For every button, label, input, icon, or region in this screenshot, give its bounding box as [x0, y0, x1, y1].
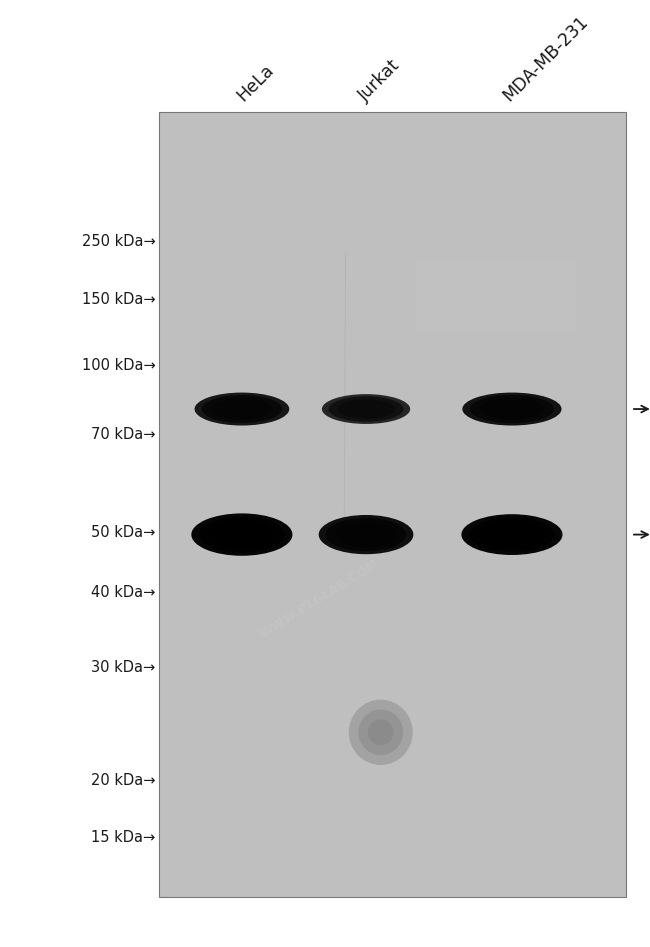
Ellipse shape	[335, 522, 396, 547]
Bar	[416, 259, 576, 332]
Ellipse shape	[194, 393, 289, 425]
Ellipse shape	[462, 393, 562, 425]
Ellipse shape	[470, 395, 554, 423]
Ellipse shape	[318, 515, 413, 554]
Ellipse shape	[211, 399, 272, 420]
Ellipse shape	[349, 700, 413, 765]
Text: 20 kDa→: 20 kDa→	[91, 774, 155, 789]
Ellipse shape	[326, 518, 406, 551]
Text: HeLa: HeLa	[233, 62, 278, 105]
Ellipse shape	[322, 394, 410, 424]
Text: 40 kDa→: 40 kDa→	[91, 585, 155, 600]
Ellipse shape	[479, 522, 545, 548]
Text: 70 kDa→: 70 kDa→	[91, 427, 155, 441]
Ellipse shape	[480, 399, 544, 420]
Ellipse shape	[368, 720, 393, 745]
Text: 30 kDa→: 30 kDa→	[91, 660, 155, 674]
Text: 150 kDa→: 150 kDa→	[82, 292, 155, 307]
Ellipse shape	[358, 709, 403, 755]
Text: 15 kDa→: 15 kDa→	[91, 830, 155, 845]
Ellipse shape	[202, 395, 282, 423]
Text: Jurkat: Jurkat	[356, 57, 404, 105]
Text: 100 kDa→: 100 kDa→	[82, 358, 155, 372]
Ellipse shape	[462, 514, 562, 555]
Text: 250 kDa→: 250 kDa→	[82, 235, 155, 249]
Ellipse shape	[209, 521, 275, 548]
Bar	[159, 113, 626, 897]
Ellipse shape	[337, 400, 395, 419]
Text: 50 kDa→: 50 kDa→	[91, 525, 155, 540]
Ellipse shape	[191, 513, 292, 556]
Text: WWW.PTGLAB.COM: WWW.PTGLAB.COM	[259, 557, 382, 641]
Ellipse shape	[469, 517, 555, 552]
Ellipse shape	[199, 516, 285, 553]
Ellipse shape	[328, 397, 404, 421]
Text: MDA-MB-231: MDA-MB-231	[499, 13, 592, 105]
